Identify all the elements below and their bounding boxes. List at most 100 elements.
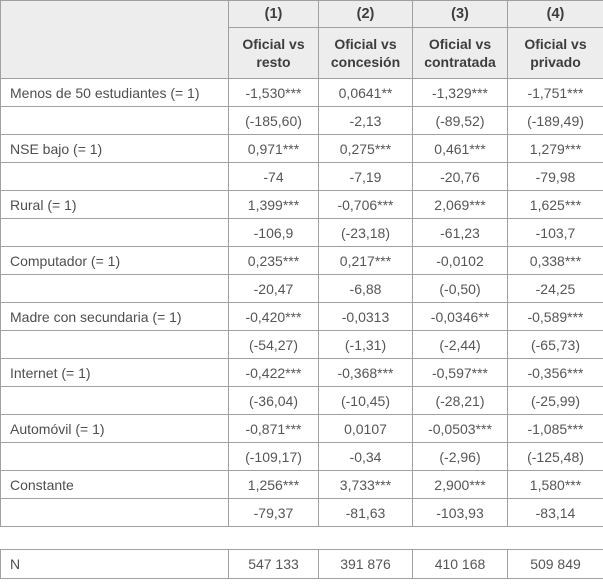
coef-cell: -1,085***: [507, 414, 603, 443]
coef-cell: -0,356***: [507, 358, 603, 387]
variable-label: Computador (= 1): [0, 246, 229, 275]
tstat-cell: -106,9: [228, 218, 319, 247]
coef-cell: 0,0107: [318, 414, 413, 443]
tstat-cell: -20,47: [228, 274, 319, 303]
coef-cell: 1,580***: [507, 470, 603, 499]
tstat-cell: -2,13: [318, 106, 413, 135]
tstat-cell: (-54,27): [228, 330, 319, 359]
coef-cell: -0,422***: [228, 358, 319, 387]
coef-cell: 3,733***: [318, 470, 413, 499]
empty-label-cell: [0, 162, 229, 191]
coef-cell: -0,420***: [228, 302, 319, 331]
coef-cell: 1,399***: [228, 190, 319, 219]
tstat-cell: (-28,21): [412, 386, 508, 415]
empty-label-cell: [0, 386, 229, 415]
empty-label-cell: [0, 442, 229, 471]
tstat-cell: (-185,60): [228, 106, 319, 135]
coef-cell: -0,871***: [228, 414, 319, 443]
observations-cell: 410 168: [412, 549, 508, 579]
coef-cell: -0,0346**: [412, 302, 508, 331]
coef-cell: 0,235***: [228, 246, 319, 275]
tstat-cell: -81,63: [318, 498, 413, 527]
model-number-3: (3): [412, 0, 508, 28]
spacer-row: [0, 526, 603, 550]
tstat-cell: (-65,73): [507, 330, 603, 359]
tstat-cell: (-125,48): [507, 442, 603, 471]
coef-row: Constante 1,256*** 3,733*** 2,900*** 1,5…: [0, 470, 603, 499]
tstat-cell: -0,34: [318, 442, 413, 471]
tstat-cell: -83,14: [507, 498, 603, 527]
coef-row: NSE bajo (= 1) 0,971*** 0,275*** 0,461**…: [0, 134, 603, 163]
tstat-cell: (-36,04): [228, 386, 319, 415]
tstat-cell: -61,23: [412, 218, 508, 247]
spacer-cell: [0, 526, 603, 550]
coef-cell: -0,706***: [318, 190, 413, 219]
coef-row: Automóvil (= 1) -0,871*** 0,0107 -0,0503…: [0, 414, 603, 443]
tstat-row: (-54,27) (-1,31) (-2,44) (-65,73): [0, 330, 603, 359]
model-number-4: (4): [507, 0, 603, 28]
coef-cell: 1,625***: [507, 190, 603, 219]
variable-label: Rural (= 1): [0, 190, 229, 219]
tstat-cell: (-1,31): [318, 330, 413, 359]
tstat-row: -79,37 -81,63 -103,93 -83,14: [0, 498, 603, 527]
tstat-cell: -6,88: [318, 274, 413, 303]
tstat-cell: -74: [228, 162, 319, 191]
coef-cell: -0,0313: [318, 302, 413, 331]
coef-cell: 0,217***: [318, 246, 413, 275]
observations-cell: 509 849: [507, 549, 603, 579]
tstat-cell: (-2,44): [412, 330, 508, 359]
variable-label: Internet (= 1): [0, 358, 229, 387]
variable-label: Automóvil (= 1): [0, 414, 229, 443]
tstat-cell: -24,25: [507, 274, 603, 303]
coef-cell: -1,530***: [228, 78, 319, 107]
tstat-row: (-36,04) (-10,45) (-28,21) (-25,99): [0, 386, 603, 415]
coef-row: Computador (= 1) 0,235*** 0,217*** -0,01…: [0, 246, 603, 275]
model-label-1: Oficial vs resto: [228, 27, 319, 79]
tstat-cell: (-10,45): [318, 386, 413, 415]
coef-cell: 2,900***: [412, 470, 508, 499]
coef-row: Internet (= 1) -0,422*** -0,368*** -0,59…: [0, 358, 603, 387]
empty-label-cell: [0, 274, 229, 303]
tstat-cell: (-25,99): [507, 386, 603, 415]
observations-cell: 547 133: [228, 549, 319, 579]
coef-cell: 1,279***: [507, 134, 603, 163]
header-row-model-labels: Oficial vs resto Oficial vs concesión Of…: [1, 27, 603, 79]
model-label-4: Oficial vs privado: [507, 27, 603, 79]
header-row-model-numbers: (1) (2) (3) (4): [0, 0, 603, 79]
variable-label: Menos de 50 estudiantes (= 1): [0, 78, 229, 107]
tstat-cell: -20,76: [412, 162, 508, 191]
corner-cell: [0, 0, 229, 79]
tstat-row: -74 -7,19 -20,76 -79,98: [0, 162, 603, 191]
model-label-3: Oficial vs contratada: [412, 27, 508, 79]
variable-label: NSE bajo (= 1): [0, 134, 229, 163]
observations-row: N 547 133 391 876 410 168 509 849: [0, 549, 603, 579]
empty-label-cell: [0, 218, 229, 247]
tstat-row: (-185,60) -2,13 (-89,52) (-189,49): [0, 106, 603, 135]
coef-row: Menos de 50 estudiantes (= 1) -1,530*** …: [0, 78, 603, 107]
coef-cell: 1,256***: [228, 470, 319, 499]
empty-label-cell: [0, 106, 229, 135]
tstat-cell: -79,98: [507, 162, 603, 191]
tstat-cell: (-23,18): [318, 218, 413, 247]
coef-cell: 0,338***: [507, 246, 603, 275]
coef-cell: -0,0503***: [412, 414, 508, 443]
empty-label-cell: [0, 498, 229, 527]
coef-cell: -1,751***: [507, 78, 603, 107]
coef-cell: -0,589***: [507, 302, 603, 331]
tstat-cell: (-0,50): [412, 274, 508, 303]
model-number-2: (2): [318, 0, 413, 28]
tstat-cell: -7,19: [318, 162, 413, 191]
variable-label: Madre con secundaria (= 1): [0, 302, 229, 331]
tstat-cell: (-89,52): [412, 106, 508, 135]
model-number-1: (1): [228, 0, 319, 28]
tstat-cell: (-189,49): [507, 106, 603, 135]
tstat-cell: -103,7: [507, 218, 603, 247]
tstat-cell: -103,93: [412, 498, 508, 527]
coef-cell: 0,461***: [412, 134, 508, 163]
tstat-row: (-109,17) -0,34 (-2,96) (-125,48): [0, 442, 603, 471]
empty-label-cell: [0, 330, 229, 359]
coef-cell: -0,597***: [412, 358, 508, 387]
tstat-row: -106,9 (-23,18) -61,23 -103,7: [0, 218, 603, 247]
observations-cell: 391 876: [318, 549, 413, 579]
coef-cell: -0,0102: [412, 246, 508, 275]
